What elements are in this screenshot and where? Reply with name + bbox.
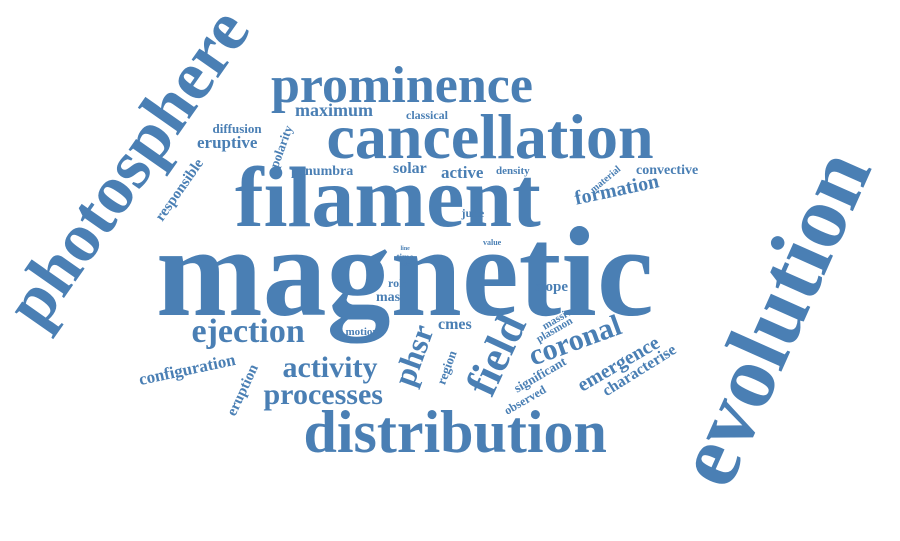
word-region: region (433, 347, 460, 387)
word-mas: mas (376, 290, 401, 305)
word-activity: activity (282, 351, 378, 384)
word-cmes: cmes (438, 316, 472, 333)
word-distribution: distribution (303, 399, 607, 465)
word-eruptive: eruptive (197, 132, 258, 152)
word-magnetic: magnetic (156, 201, 654, 343)
word-convective: convective (636, 163, 699, 178)
word-time: time (396, 251, 414, 262)
word-rate: rate (400, 262, 411, 268)
word-motion: motion (345, 325, 379, 338)
word-solar: solar (393, 160, 427, 177)
word-configuration: configuration (137, 349, 238, 389)
word-evolution: evolution (655, 135, 890, 501)
word-line: line (400, 246, 410, 252)
word-ejection: ejection (191, 313, 305, 350)
word-filament: filament (235, 149, 541, 245)
word-prominence: prominence (271, 57, 533, 114)
word-value: value (483, 238, 502, 247)
word-processes: processes (263, 378, 383, 411)
word-density: density (496, 164, 530, 177)
word-maximum: maximum (295, 100, 373, 120)
word-cancellation: cancellation (326, 101, 654, 172)
word-classical: classical (406, 108, 448, 122)
word-active: active (441, 162, 484, 182)
word-eruption: eruption (223, 361, 262, 419)
word-slope: slope (535, 278, 569, 295)
word-diffusion: diffusion (212, 120, 262, 136)
word-penumbra: penumbra (291, 164, 354, 179)
word-june: june (461, 206, 485, 220)
word-role: role (388, 276, 408, 290)
